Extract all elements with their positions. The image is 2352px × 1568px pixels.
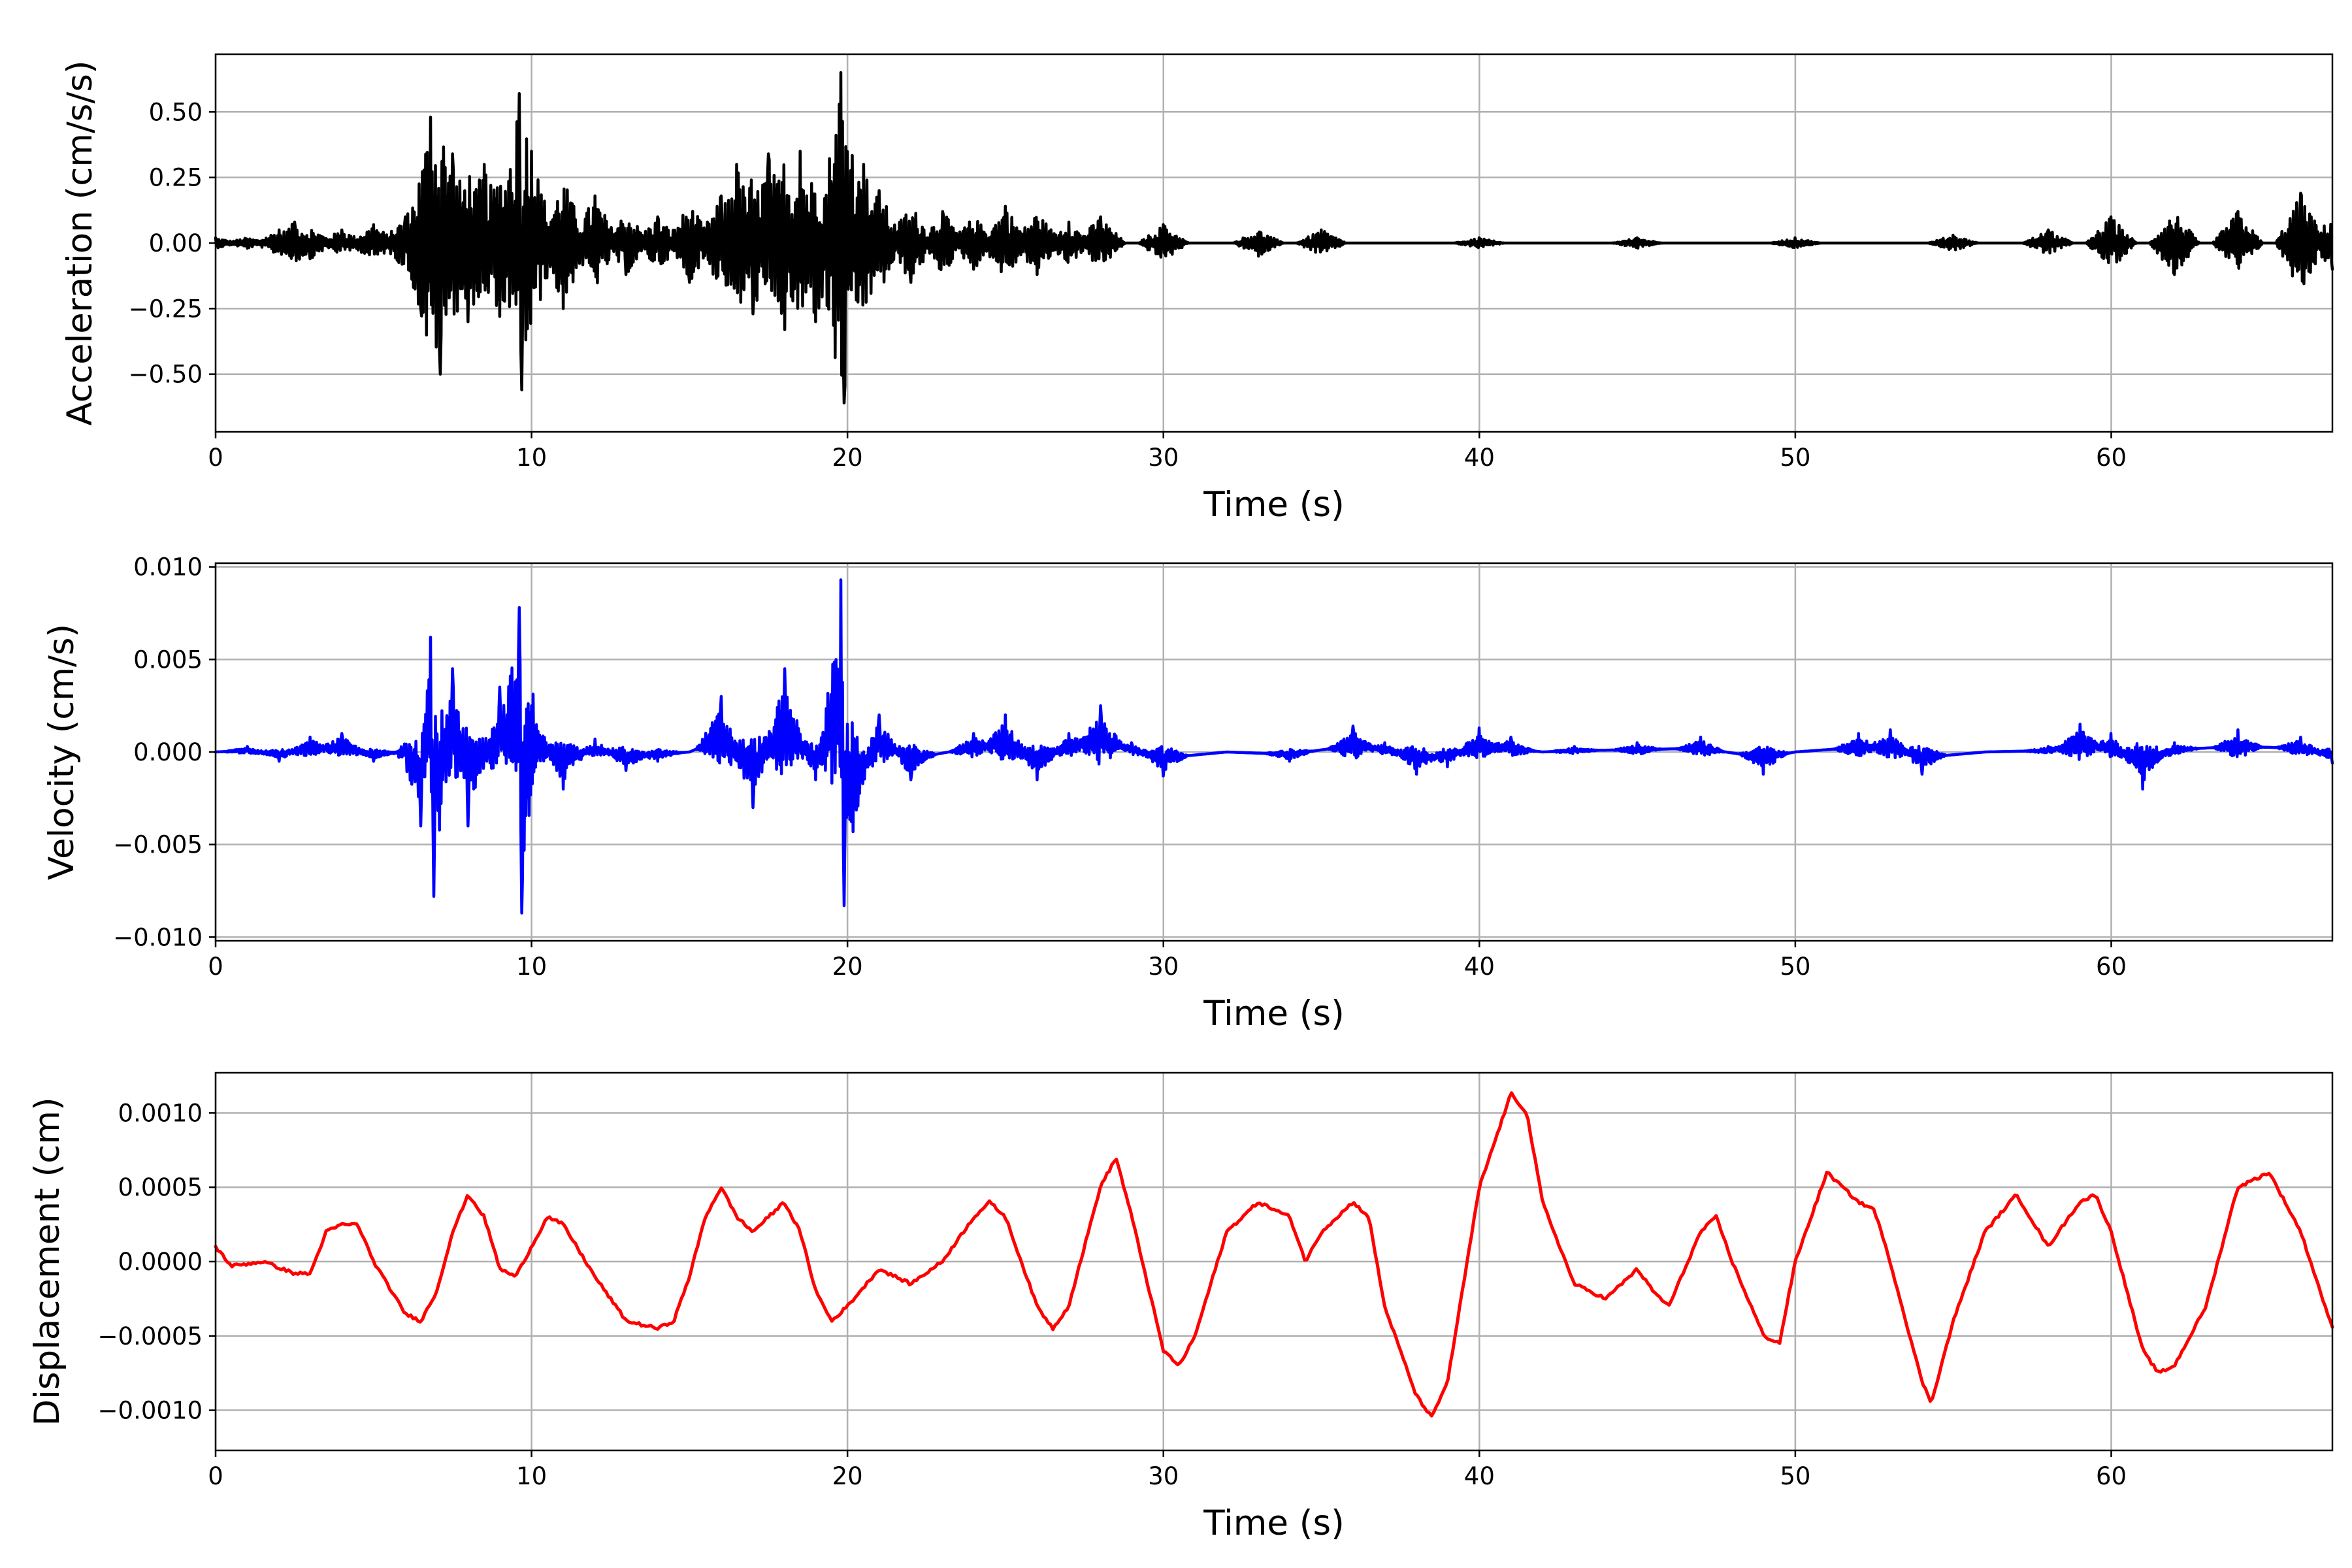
x-tick-label: 20: [832, 953, 863, 981]
x-tick-label: 40: [1464, 953, 1495, 981]
velocity-x-ticks: 0 10 20 30 40 50 60: [208, 941, 2127, 981]
y-tick-label: 0.25: [149, 164, 203, 192]
x-tick-label: 10: [516, 953, 547, 981]
acceleration-panel: 0 10 20 30 40 50 60 −0.50 −0.25 0.00 0.25 0.50 Tim…: [60, 53, 2334, 525]
velocity-y-ticks: −0.010 −0.005 0.000 0.005 0.010: [113, 553, 216, 951]
displacement-panel: 0 10 20 30 40 50 60 −0.0010 −0.0005 0.0000 0.0005…: [27, 1071, 2334, 1543]
acceleration-x-axis-label: Time (s): [1203, 485, 1345, 525]
velocity-series-line: [214, 578, 2334, 915]
x-tick-label: 0: [208, 1462, 223, 1490]
y-tick-label: −0.005: [113, 831, 203, 859]
x-tick-label: 10: [516, 444, 547, 472]
x-tick-label: 20: [832, 444, 863, 472]
displacement-x-ticks: 0 10 20 30 40 50 60: [208, 1450, 2127, 1490]
x-tick-label: 60: [2096, 1462, 2127, 1490]
displacement-y-ticks: −0.0010 −0.0005 0.0000 0.0005 0.0010: [98, 1099, 216, 1425]
y-tick-label: 0.000: [133, 738, 203, 766]
x-tick-label: 30: [1148, 444, 1179, 472]
y-tick-label: 0.50: [149, 98, 203, 126]
y-tick-label: −0.25: [129, 295, 203, 323]
displacement-y-axis-label: Displacement (cm): [27, 1097, 67, 1426]
velocity-y-axis-label: Velocity (cm/s): [42, 624, 82, 880]
x-tick-label: 40: [1464, 444, 1495, 472]
acceleration-y-axis-label: Acceleration (cm/s/s): [60, 60, 100, 425]
x-tick-label: 0: [208, 444, 223, 472]
velocity-panel: 0 10 20 30 40 50 60 −0.010 −0.005 0.000 0.005 0.01…: [42, 553, 2334, 1034]
y-tick-label: −0.010: [113, 923, 203, 951]
y-tick-label: −0.0010: [98, 1397, 203, 1425]
x-tick-label: 40: [1464, 1462, 1495, 1490]
acceleration-series-line: [214, 71, 2334, 405]
x-tick-label: 30: [1148, 1462, 1179, 1490]
acceleration-y-ticks: −0.50 −0.25 0.00 0.25 0.50: [129, 98, 216, 389]
velocity-traces: [214, 578, 2334, 915]
x-tick-label: 50: [1780, 953, 1810, 981]
x-tick-label: 0: [208, 953, 223, 981]
x-tick-label: 60: [2096, 953, 2127, 981]
x-tick-label: 10: [516, 1462, 547, 1490]
acceleration-x-ticks: 0 10 20 30 40 50 60: [208, 432, 2127, 472]
x-tick-label: 30: [1148, 953, 1179, 981]
y-tick-label: 0.005: [133, 645, 203, 674]
x-tick-label: 20: [832, 1462, 863, 1490]
displacement-traces: [214, 1091, 2334, 1418]
y-tick-label: 0.0010: [118, 1099, 203, 1127]
displacement-x-axis-label: Time (s): [1203, 1503, 1345, 1543]
y-tick-label: −0.0005: [98, 1322, 203, 1350]
x-tick-label: 50: [1780, 1462, 1810, 1490]
acceleration-traces: [214, 71, 2334, 405]
y-tick-label: 0.0005: [118, 1173, 203, 1201]
displacement-series-line: [214, 1091, 2334, 1418]
y-tick-label: −0.50: [129, 361, 203, 389]
y-tick-label: 0.00: [149, 229, 203, 257]
velocity-x-axis-label: Time (s): [1203, 994, 1345, 1034]
y-tick-label: 0.0000: [118, 1248, 203, 1276]
x-tick-label: 60: [2096, 444, 2127, 472]
y-tick-label: 0.010: [133, 553, 203, 581]
x-tick-label: 50: [1780, 444, 1810, 472]
